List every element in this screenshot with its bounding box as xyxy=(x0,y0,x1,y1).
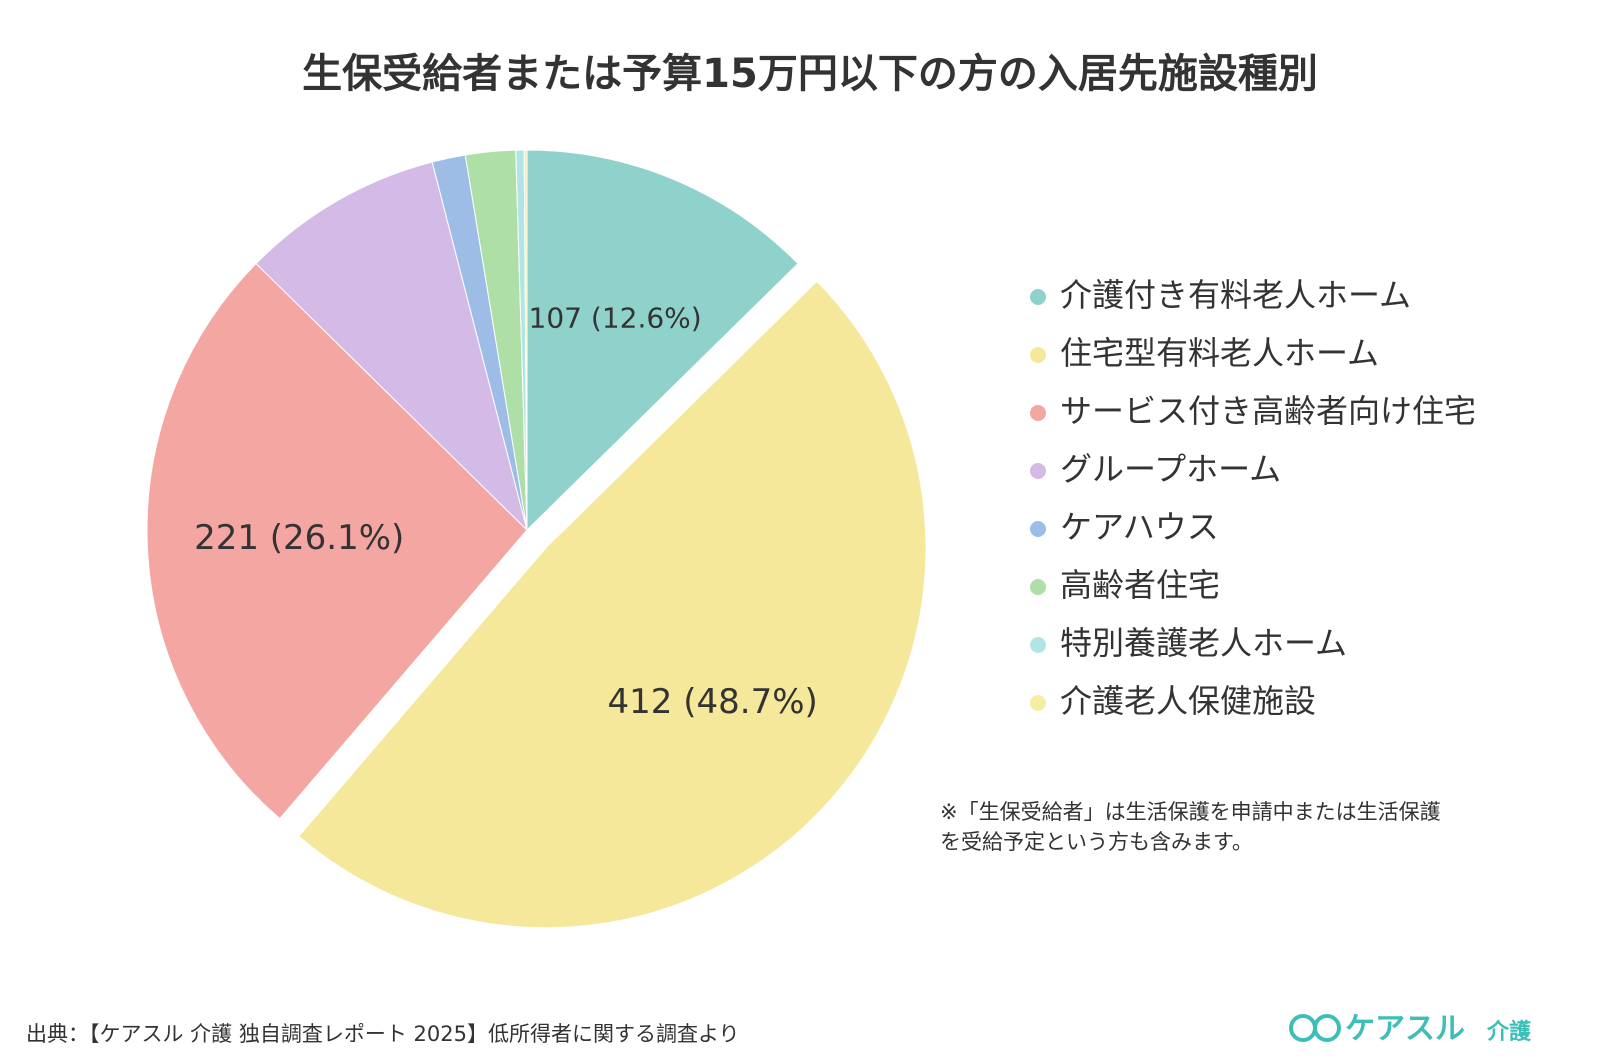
legend-label: サービス付き高齢者向け住宅 xyxy=(1060,392,1476,430)
legend-marker xyxy=(1030,521,1046,537)
legend-label: 介護老人保健施設 xyxy=(1060,682,1316,720)
legend-label: 特別養護老人ホーム xyxy=(1060,624,1347,662)
logo-sub: 介護 xyxy=(1486,1019,1532,1045)
pie-slice xyxy=(526,149,799,532)
legend-label: 高齢者住宅 xyxy=(1060,566,1220,604)
pie-slice xyxy=(298,280,927,929)
legend-marker xyxy=(1030,347,1046,363)
legend-label: グループホーム xyxy=(1060,450,1281,488)
legend-marker xyxy=(1030,289,1046,305)
chart-title: 生保受給者または予算15万円以下の方の入居先施設種別 xyxy=(302,51,1318,97)
legend-label: ケアハウス xyxy=(1060,508,1219,546)
note-line: ※「生保受給者」は生活保護を申請中または生活保護 xyxy=(940,800,1441,824)
logo-icon xyxy=(1313,1014,1341,1042)
pie-slice xyxy=(523,149,528,531)
note-line: を受給予定という方も含みます。 xyxy=(940,830,1253,854)
legend-marker xyxy=(1030,463,1046,479)
legend-marker xyxy=(1030,695,1046,711)
legend-marker xyxy=(1030,637,1046,653)
logo-icon xyxy=(1289,1014,1317,1042)
data-label: 107 (12.6%) xyxy=(529,302,702,335)
legend-marker xyxy=(1030,579,1046,595)
pie-slice xyxy=(255,161,528,532)
logo: ケアスル 介護 xyxy=(1289,1012,1532,1047)
pie-slice xyxy=(146,262,528,820)
logo-brand: ケアスル xyxy=(1345,1012,1465,1047)
data-label: 221 (26.1%) xyxy=(194,518,404,558)
legend-marker xyxy=(1030,405,1046,421)
legend-label: 住宅型有料老人ホーム xyxy=(1060,334,1379,372)
source: 出典：【ケアスル 介護 独自調査レポート 2025】低所得者に関する調査より xyxy=(26,1022,740,1046)
legend-label: 介護付き有料老人ホーム xyxy=(1060,276,1411,314)
data-label: 412 (48.7%) xyxy=(608,682,818,722)
